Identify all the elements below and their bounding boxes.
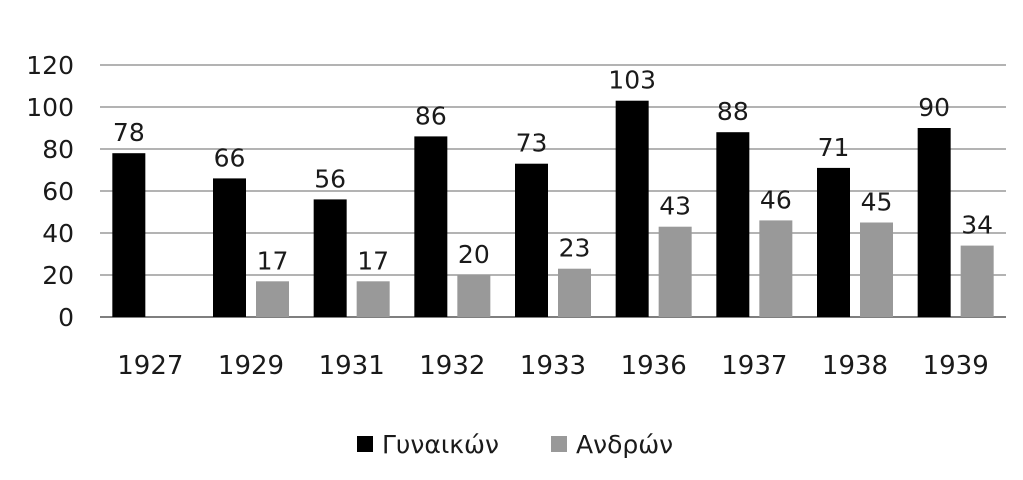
data-label: 103 xyxy=(608,66,656,95)
bars xyxy=(112,100,994,317)
data-label: 17 xyxy=(357,246,389,275)
y-tick-label: 80 xyxy=(42,135,74,164)
bar-women-1933 xyxy=(515,163,548,317)
data-label: 78 xyxy=(113,118,145,147)
bar-men-1936 xyxy=(658,226,692,317)
bar-men-1933 xyxy=(558,268,591,317)
y-tick-label: 0 xyxy=(58,303,74,332)
data-label: 88 xyxy=(717,97,749,126)
data-labels: 78 66 17 56 17 86 20 73 23 103 43 88 46 71 45 90 34 xyxy=(113,66,993,276)
bar-men-1929 xyxy=(256,281,289,317)
x-tick-label: 1937 xyxy=(721,351,787,381)
y-tick-label: 100 xyxy=(26,93,74,122)
data-label: 73 xyxy=(516,129,548,158)
data-label: 56 xyxy=(314,164,346,193)
bar-men-1937 xyxy=(759,220,793,317)
data-label: 66 xyxy=(214,143,246,172)
bar-women-1932 xyxy=(414,136,448,317)
x-axis: 1927 1929 1931 1932 1933 1936 1937 1938 1939 xyxy=(117,351,989,381)
bar-men-1939 xyxy=(960,245,994,317)
x-tick-label: 1933 xyxy=(520,351,586,381)
bar-women-1939 xyxy=(917,128,951,317)
bar-women-1929 xyxy=(213,178,246,317)
legend-label: Γυναικών xyxy=(382,430,499,459)
bar-men-1931 xyxy=(356,281,390,317)
y-tick-label: 20 xyxy=(42,261,74,290)
data-label: 46 xyxy=(760,185,792,214)
bar-men-1938 xyxy=(860,222,893,317)
x-tick-label: 1939 xyxy=(923,351,989,381)
y-tick-label: 120 xyxy=(26,51,74,80)
data-label: 23 xyxy=(559,234,591,263)
bar-women-1931 xyxy=(313,199,347,317)
data-label: 34 xyxy=(961,211,993,240)
bar-women-1927 xyxy=(112,153,146,317)
x-tick-label: 1938 xyxy=(822,351,888,381)
x-tick-label: 1931 xyxy=(319,351,385,381)
data-label: 86 xyxy=(415,101,447,130)
bar-women-1936 xyxy=(615,100,649,317)
y-tick-label: 60 xyxy=(42,177,74,206)
y-tick-label: 40 xyxy=(42,219,74,248)
x-tick-label: 1927 xyxy=(117,351,183,381)
data-label: 45 xyxy=(861,188,893,217)
bar-women-1937 xyxy=(716,132,750,317)
x-tick-label: 1932 xyxy=(419,351,485,381)
bar-women-1938 xyxy=(817,167,850,317)
data-label: 90 xyxy=(918,93,950,122)
data-label: 43 xyxy=(659,192,691,221)
x-tick-label: 1936 xyxy=(621,351,687,381)
bar-men-1932 xyxy=(457,275,491,317)
y-axis: 0 20 40 60 80 100 120 xyxy=(26,51,74,332)
data-label: 17 xyxy=(257,246,289,275)
data-label: 20 xyxy=(458,240,490,269)
legend-label: Ανδρών xyxy=(576,430,673,459)
legend: Γυναικών Ανδρών xyxy=(357,430,673,459)
legend-swatch xyxy=(551,436,567,452)
x-tick-label: 1929 xyxy=(218,351,284,381)
data-label: 71 xyxy=(818,133,850,162)
grid-lines xyxy=(100,64,1006,318)
legend-swatch xyxy=(357,436,373,452)
